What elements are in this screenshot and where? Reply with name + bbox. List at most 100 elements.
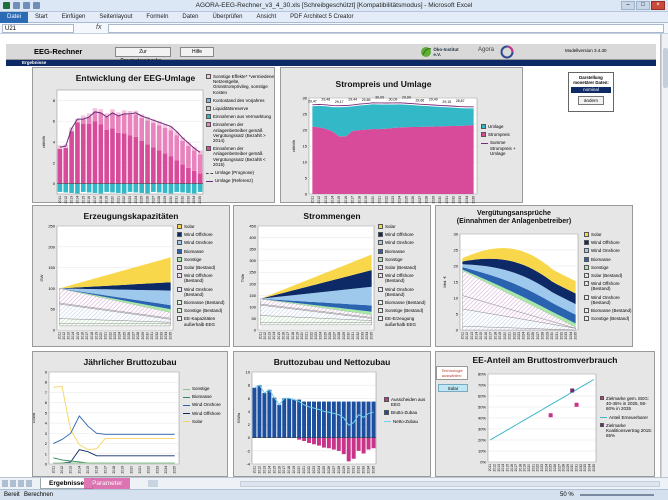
- redo-icon[interactable]: [33, 2, 40, 9]
- sheet-tab-parameter[interactable]: Parameter: [84, 478, 131, 489]
- status-calc[interactable]: Berechnen: [24, 492, 54, 498]
- tab-formulas[interactable]: Formeln: [146, 13, 169, 20]
- area-biomasse: [59, 288, 171, 310]
- tab-page-layout[interactable]: Seitenlayout: [99, 13, 133, 20]
- next-sheet-icon[interactable]: [18, 480, 24, 487]
- y-tick-label: 450: [249, 224, 256, 229]
- undo-icon[interactable]: [23, 2, 30, 9]
- legend-label: Wind Onshore (Bestand): [184, 286, 213, 297]
- save-icon[interactable]: [13, 2, 20, 9]
- x-tick-label: 2013: [262, 466, 266, 474]
- legend-label: Anteil Erneuerbarer: [609, 414, 649, 420]
- x-tick-label: 2035: [372, 466, 376, 474]
- new-sheet-icon[interactable]: [148, 480, 158, 487]
- legend-swatch: [378, 286, 383, 292]
- chart-title-verguetung: Vergütungsansprüche (Einnahmen der Anlag…: [456, 210, 572, 225]
- prev-sheet-icon[interactable]: [10, 480, 16, 487]
- x-tick-label: 2020: [110, 196, 114, 204]
- bar-anlagen-neu: [116, 116, 121, 133]
- fx-icon[interactable]: fx: [96, 24, 102, 31]
- area-solar: [462, 248, 576, 294]
- legend-swatch: [206, 172, 213, 174]
- legend-swatch: [183, 413, 190, 415]
- legend-label: Solar (Bestand): [385, 265, 417, 271]
- display-settings-box: Darstellung monetärer Daten: nominal änd…: [568, 72, 614, 112]
- x-tick-label: 2024: [317, 466, 321, 474]
- tab-insert[interactable]: Einfügen: [61, 13, 86, 20]
- x-tick-label: 2026: [327, 466, 331, 474]
- x-tick-label: 2029: [141, 332, 145, 340]
- legend-item: Liquiditätsreserve: [206, 106, 274, 112]
- legend-item: Einnahmen der Anlagenbetreiber gemäß Ver…: [206, 122, 274, 143]
- last-sheet-icon[interactable]: [26, 480, 32, 487]
- bar-brutto-zubau: [302, 401, 307, 438]
- legend-swatch: [177, 224, 182, 229]
- x-tick-label: 2024: [164, 466, 168, 474]
- bar-anlagen-neu: [110, 112, 115, 129]
- change-display-button[interactable]: ändern: [578, 96, 604, 105]
- file-tab[interactable]: Datei: [0, 11, 29, 23]
- tab-pdf-architect[interactable]: PDF Architect 5 Creator: [290, 13, 354, 20]
- legend-swatch: [600, 396, 604, 400]
- legend-swatch: [378, 316, 383, 322]
- excel-icon[interactable]: [3, 2, 10, 9]
- legend-swatch: [378, 240, 383, 246]
- legend-item: Umlage (Referenz): [206, 178, 274, 183]
- x-tick-label: 2019: [121, 466, 125, 474]
- data-label: 29,47: [308, 99, 317, 103]
- y-tick-label: 250: [249, 270, 256, 275]
- legend-item: Umlage: [481, 124, 523, 129]
- window-controls: – □ ×: [621, 1, 665, 10]
- x-tick-label: 2012: [62, 332, 66, 340]
- zoom-slider[interactable]: [580, 494, 654, 496]
- first-sheet-icon[interactable]: [2, 480, 8, 487]
- y-tick-label: 9: [45, 370, 48, 375]
- maximize-icon[interactable]: □: [636, 1, 650, 10]
- formula-input[interactable]: [108, 24, 664, 33]
- display-settings-value: nominal: [571, 87, 611, 93]
- zoom-level[interactable]: 50 %: [560, 492, 574, 498]
- tab-review[interactable]: Überprüfen: [212, 13, 243, 20]
- bar-vermarktung: [139, 183, 144, 193]
- tab-view[interactable]: Ansicht: [256, 13, 277, 20]
- help-button[interactable]: Hilfe: [180, 47, 214, 57]
- tab-data[interactable]: Daten: [182, 13, 199, 20]
- worksheet[interactable]: EEG-Rechner Zur Parametereingabe... Hilf…: [0, 34, 661, 477]
- x-tick-label: 2022: [512, 332, 516, 340]
- x-tick-label: 2014: [475, 332, 479, 340]
- data-label: 29,40: [429, 98, 438, 102]
- y-tick-label: 0: [456, 328, 459, 333]
- bar-anlagen-neu: [133, 114, 139, 137]
- legend-label: Biomasse: [184, 248, 204, 254]
- bar-brutto-zubau: [361, 401, 366, 438]
- bar-vermarktung: [86, 183, 92, 193]
- data-label: 29,99: [402, 96, 411, 100]
- x-tick-label: 2013: [470, 332, 474, 340]
- line-wind-offshore: [53, 449, 175, 464]
- bar-brutto-zubau: [287, 398, 292, 438]
- x-tick-label: 2031: [445, 196, 449, 204]
- tech-select-value[interactable]: Solar: [438, 384, 468, 392]
- chart-title-kapazitaeten: Erzeugungskapazitäten: [83, 211, 179, 221]
- x-tick-label: 2021: [378, 196, 382, 204]
- name-box[interactable]: U21: [2, 24, 74, 33]
- sheet-nav-buttons: [2, 480, 32, 487]
- x-tick-label: 2025: [323, 332, 327, 340]
- x-tick-label: 2035: [169, 332, 173, 340]
- bar-brutto-zubau: [307, 401, 312, 438]
- tab-start[interactable]: Start: [35, 13, 48, 20]
- x-tick-label: 2016: [344, 196, 348, 204]
- legend-label: Sonstige (Bestand): [184, 308, 223, 314]
- x-tick-label: 2020: [527, 464, 531, 472]
- settings-button[interactable]: Zur Parametereingabe...: [115, 47, 171, 64]
- bar-brutto-zubau: [277, 404, 282, 438]
- close-icon[interactable]: ×: [651, 1, 665, 10]
- horizontal-scrollbar[interactable]: [240, 481, 660, 487]
- vertical-scrollbar[interactable]: [661, 34, 668, 477]
- x-tick-label: 2022: [536, 464, 540, 472]
- bar-ausscheiden: [312, 437, 316, 445]
- bar-vermarktung: [174, 183, 180, 192]
- scrollbar-thumb[interactable]: [663, 48, 668, 88]
- bar-brutto-zubau: [252, 387, 257, 438]
- minimize-icon[interactable]: –: [621, 1, 635, 10]
